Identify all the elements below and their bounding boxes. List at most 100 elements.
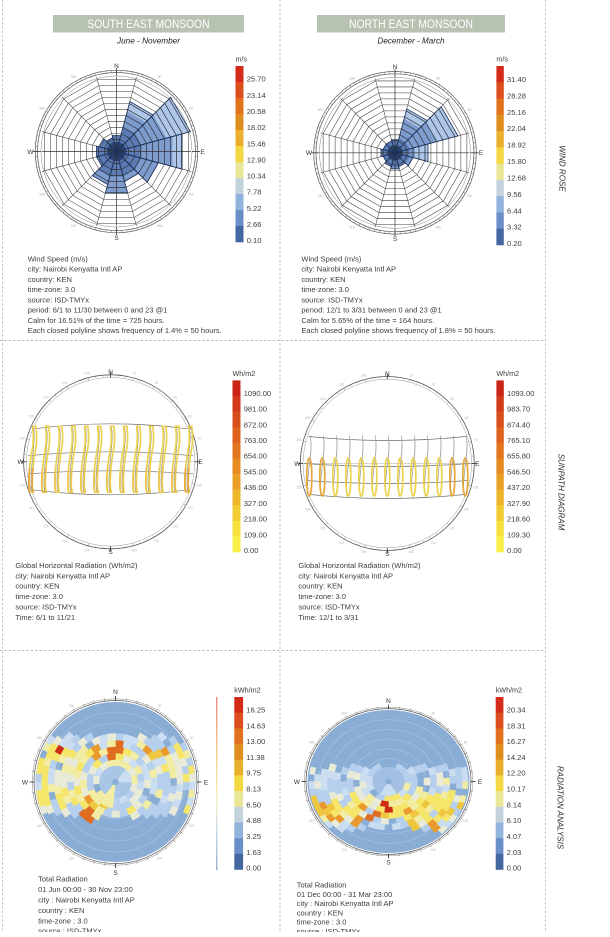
svg-text:W: W bbox=[306, 150, 313, 157]
svg-text:30: 30 bbox=[431, 712, 435, 716]
svg-text:210: 210 bbox=[71, 224, 77, 228]
svg-text:12.20: 12.20 bbox=[507, 769, 526, 778]
svg-text:120: 120 bbox=[464, 507, 470, 511]
svg-text:135: 135 bbox=[173, 525, 179, 529]
svg-text:4.07: 4.07 bbox=[507, 832, 522, 841]
svg-text:source : ISD-TMYx: source : ISD-TMYx bbox=[297, 927, 361, 932]
svg-text:2.66: 2.66 bbox=[247, 220, 262, 229]
svg-text:15: 15 bbox=[409, 373, 413, 377]
svg-text:N: N bbox=[385, 371, 390, 378]
svg-text:240: 240 bbox=[37, 824, 43, 828]
svg-text:210: 210 bbox=[341, 848, 347, 852]
svg-text:240: 240 bbox=[29, 506, 35, 510]
svg-text:120: 120 bbox=[463, 819, 469, 823]
svg-text:13.00: 13.00 bbox=[246, 737, 265, 746]
svg-text:country: KEN: country: KEN bbox=[301, 275, 345, 284]
svg-text:30: 30 bbox=[155, 381, 159, 385]
svg-text:45: 45 bbox=[450, 397, 454, 401]
svg-text:Wh/m2: Wh/m2 bbox=[233, 369, 256, 378]
svg-text:country : KEN: country : KEN bbox=[297, 908, 343, 917]
svg-text:city: Nairobi Kenyatta Intl AP: city: Nairobi Kenyatta Intl AP bbox=[298, 571, 393, 580]
svg-text:545.00: 545.00 bbox=[244, 467, 267, 476]
svg-text:315: 315 bbox=[43, 395, 49, 399]
svg-text:Total Radiation: Total Radiation bbox=[38, 875, 88, 884]
svg-text:150: 150 bbox=[430, 541, 436, 545]
svg-text:Calm for 5.65% of the time = 1: Calm for 5.65% of the time = 164 hours. bbox=[301, 316, 434, 325]
svg-text:Wh/m2: Wh/m2 bbox=[496, 369, 519, 378]
svg-text:time-zone: 3.0: time-zone: 3.0 bbox=[15, 592, 63, 601]
svg-text:time-zone: 3.0: time-zone: 3.0 bbox=[298, 592, 346, 601]
svg-text:16.27: 16.27 bbox=[507, 737, 526, 746]
svg-text:300: 300 bbox=[39, 107, 45, 111]
svg-text:18.31: 18.31 bbox=[507, 721, 526, 730]
svg-text:60: 60 bbox=[465, 416, 469, 420]
svg-text:165: 165 bbox=[408, 550, 414, 554]
svg-text:SUNPATH DIAGRAM: SUNPATH DIAGRAM bbox=[557, 454, 566, 531]
svg-text:S: S bbox=[108, 549, 113, 556]
svg-text:22.04: 22.04 bbox=[507, 124, 526, 133]
svg-text:country: KEN: country: KEN bbox=[15, 582, 59, 591]
svg-text:0.00: 0.00 bbox=[244, 546, 259, 555]
svg-text:225: 225 bbox=[320, 526, 326, 530]
svg-text:9.56: 9.56 bbox=[507, 190, 522, 199]
svg-text:210: 210 bbox=[339, 541, 345, 545]
svg-text:12.68: 12.68 bbox=[507, 173, 526, 182]
svg-text:109.30: 109.30 bbox=[507, 530, 530, 539]
svg-text:255: 255 bbox=[296, 485, 302, 489]
svg-text:874.40: 874.40 bbox=[507, 420, 530, 429]
svg-text:195: 195 bbox=[361, 550, 367, 554]
svg-text:135: 135 bbox=[449, 526, 455, 530]
svg-text:330: 330 bbox=[339, 382, 345, 386]
svg-text:0.10: 0.10 bbox=[247, 236, 262, 245]
svg-text:N: N bbox=[114, 63, 119, 70]
svg-text:240: 240 bbox=[305, 507, 311, 511]
svg-text:3.32: 3.32 bbox=[507, 223, 522, 232]
svg-text:218.00: 218.00 bbox=[244, 515, 267, 524]
svg-text:981.00: 981.00 bbox=[244, 405, 267, 414]
svg-text:Wind Speed (m/s): Wind Speed (m/s) bbox=[28, 254, 89, 263]
svg-text:30: 30 bbox=[431, 382, 435, 386]
svg-text:60: 60 bbox=[468, 108, 472, 112]
svg-text:330: 330 bbox=[62, 381, 68, 385]
svg-text:25.70: 25.70 bbox=[247, 75, 266, 84]
svg-text:0.00: 0.00 bbox=[246, 864, 261, 873]
svg-text:time-zone: 3.0: time-zone: 3.0 bbox=[301, 285, 349, 294]
svg-text:1093.00: 1093.00 bbox=[507, 389, 534, 398]
svg-text:01 Dec 00:00 - 31 Mar 23:00: 01 Dec 00:00 - 31 Mar 23:00 bbox=[297, 890, 392, 899]
svg-text:country : KEN: country : KEN bbox=[38, 906, 84, 915]
svg-text:120: 120 bbox=[187, 506, 193, 510]
svg-text:75: 75 bbox=[197, 436, 201, 440]
svg-text:120: 120 bbox=[467, 194, 473, 198]
svg-text:150: 150 bbox=[154, 539, 160, 543]
svg-text:25.16: 25.16 bbox=[507, 108, 526, 117]
svg-text:31.40: 31.40 bbox=[507, 75, 526, 84]
svg-text:N: N bbox=[393, 64, 398, 71]
svg-text:W: W bbox=[294, 779, 301, 786]
svg-text:15.46: 15.46 bbox=[247, 139, 266, 148]
svg-text:437.20: 437.20 bbox=[507, 483, 530, 492]
svg-text:WIND ROSE: WIND ROSE bbox=[558, 145, 567, 192]
svg-text:300: 300 bbox=[318, 108, 324, 112]
svg-text:time-zone: 3.0: time-zone: 3.0 bbox=[28, 285, 76, 294]
svg-text:109.00: 109.00 bbox=[244, 530, 267, 539]
svg-text:city: Nairobi Kenyatta Intl AP: city: Nairobi Kenyatta Intl AP bbox=[301, 265, 396, 274]
svg-text:8.13: 8.13 bbox=[246, 785, 261, 794]
svg-text:10.34: 10.34 bbox=[247, 172, 266, 181]
svg-text:source: ISD-TMYx: source: ISD-TMYx bbox=[298, 603, 360, 612]
svg-text:210: 210 bbox=[349, 225, 355, 229]
svg-text:20.58: 20.58 bbox=[247, 107, 266, 116]
svg-text:218.60: 218.60 bbox=[507, 515, 530, 524]
svg-text:NORTH EAST MONSOON: NORTH EAST MONSOON bbox=[349, 17, 473, 31]
svg-text:period: 6/1 to 11/30 between 0: period: 6/1 to 11/30 between 0 and 23 @1 bbox=[28, 306, 168, 315]
svg-text:105: 105 bbox=[196, 484, 202, 488]
svg-text:240: 240 bbox=[318, 194, 324, 198]
svg-text:W: W bbox=[27, 149, 34, 156]
svg-text:time-zone : 3.0: time-zone : 3.0 bbox=[297, 918, 347, 927]
svg-text:6.50: 6.50 bbox=[246, 800, 261, 809]
svg-text:15: 15 bbox=[133, 372, 137, 376]
svg-text:city: Nairobi Kenyatta Intl AP: city: Nairobi Kenyatta Intl AP bbox=[28, 265, 123, 274]
svg-text:150: 150 bbox=[435, 225, 441, 229]
svg-text:60: 60 bbox=[464, 740, 468, 744]
svg-text:Global Horizontal Radiation (W: Global Horizontal Radiation (Wh/m2) bbox=[298, 561, 421, 570]
svg-text:Time: 12/1 to 3/31: Time: 12/1 to 3/31 bbox=[298, 613, 358, 622]
